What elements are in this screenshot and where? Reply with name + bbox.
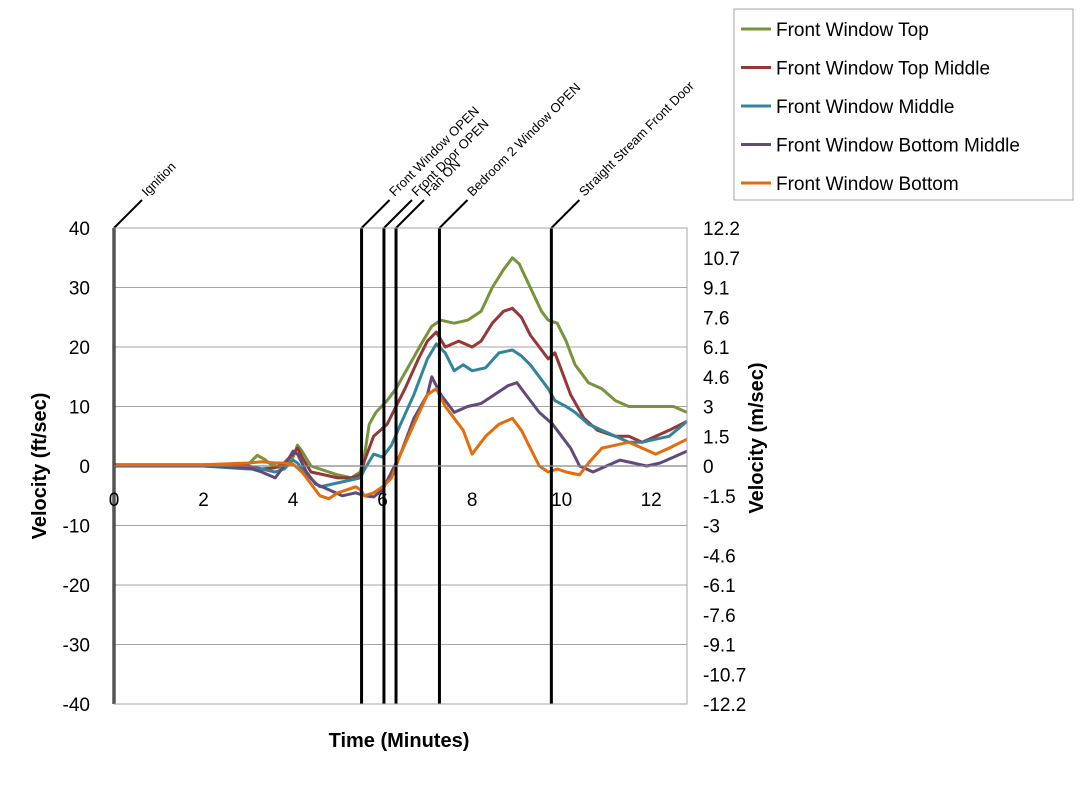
x-tick-label: 6 — [377, 490, 388, 511]
event-marker: Front Door OPEN — [382, 116, 492, 704]
event-marker: Straight Stream Front Door — [549, 78, 697, 704]
y2-tick-label: 7.6 — [703, 308, 729, 329]
y2-tick-label: -7.6 — [703, 606, 736, 627]
y2-tick-label: -4.6 — [703, 546, 736, 567]
legend-entry: Front Window Bottom — [741, 174, 959, 195]
series-lines — [114, 256, 688, 501]
event-label: Ignition — [139, 159, 179, 199]
legend-label: Front Window Top Middle — [776, 59, 990, 80]
legend-label: Front Window Bottom — [776, 174, 959, 195]
x-tick-label: 12 — [641, 490, 662, 511]
y2-tick-label: -12.2 — [703, 695, 746, 716]
y2-tick-label: 3 — [703, 398, 714, 419]
axes: -40-30-20-10010203040-12.2-10.7-9.1-7.6-… — [63, 219, 747, 716]
y2-axis-title: Velocity (m/sec) — [746, 362, 768, 513]
y-tick-label: 40 — [69, 219, 90, 240]
y-tick-label: -40 — [63, 695, 90, 716]
x-tick-label: 10 — [551, 490, 572, 511]
event-leader — [550, 199, 581, 229]
event-marker: Ignition — [112, 159, 179, 704]
y-tick-label: 10 — [69, 398, 90, 419]
x-tick-label: 2 — [198, 490, 209, 511]
legend-label: Front Window Middle — [776, 97, 954, 118]
y2-tick-label: 9.1 — [703, 279, 729, 300]
event-label: Straight Stream Front Door — [576, 78, 697, 199]
y2-tick-label: -3 — [703, 517, 720, 538]
x-tick-label: 4 — [288, 490, 299, 511]
y2-tick-label: -9.1 — [703, 636, 736, 657]
event-leader — [383, 199, 413, 229]
y2-tick-label: -10.7 — [703, 665, 746, 686]
event-marker: Bedroom 2 Window OPEN — [437, 80, 583, 704]
y2-tick-label: 1.5 — [703, 427, 729, 448]
legend-box — [733, 8, 1074, 201]
event-marker: Fan ON — [394, 156, 463, 704]
legend-entry: Front Window Middle — [741, 97, 954, 118]
event-leader — [360, 199, 391, 229]
y-tick-label: 20 — [69, 338, 90, 359]
x-axis-title: Time (Minutes) — [329, 730, 470, 752]
series-line — [114, 387, 688, 501]
y-tick-label: 0 — [79, 457, 90, 478]
legend-label: Front Window Bottom Middle — [776, 136, 1020, 157]
y-tick-label: -10 — [63, 517, 90, 538]
y2-tick-label: -1.5 — [703, 487, 736, 508]
y2-tick-label: 12.2 — [703, 219, 740, 240]
event-leader — [438, 199, 469, 229]
event-leader — [395, 199, 425, 229]
legend-entry: Front Window Bottom Middle — [741, 136, 1020, 157]
series-line — [114, 375, 688, 499]
y2-tick-label: 10.7 — [703, 249, 740, 270]
y2-tick-label: 4.6 — [703, 368, 729, 389]
legend: Front Window Top Front Window Top Middle F… — [733, 8, 1074, 201]
y-tick-label: -30 — [63, 636, 90, 657]
y2-tick-label: 0 — [703, 457, 714, 478]
y2-tick-label: 6.1 — [703, 338, 729, 359]
legend-entry: Front Window Top — [741, 20, 929, 41]
legend-entry: Front Window Top Middle — [741, 59, 990, 80]
y-axis-title: Velocity (ft/sec) — [29, 393, 51, 540]
event-leader — [113, 199, 143, 229]
series-line — [114, 256, 688, 480]
y2-tick-label: -6.1 — [703, 576, 736, 597]
x-tick-label: 8 — [467, 490, 478, 511]
legend-label: Front Window Top — [776, 20, 929, 41]
y-tick-label: 30 — [69, 279, 90, 300]
event-label: Bedroom 2 Window OPEN — [464, 80, 583, 199]
y-tick-label: -20 — [63, 576, 90, 597]
x-tick-label: 0 — [109, 490, 120, 511]
